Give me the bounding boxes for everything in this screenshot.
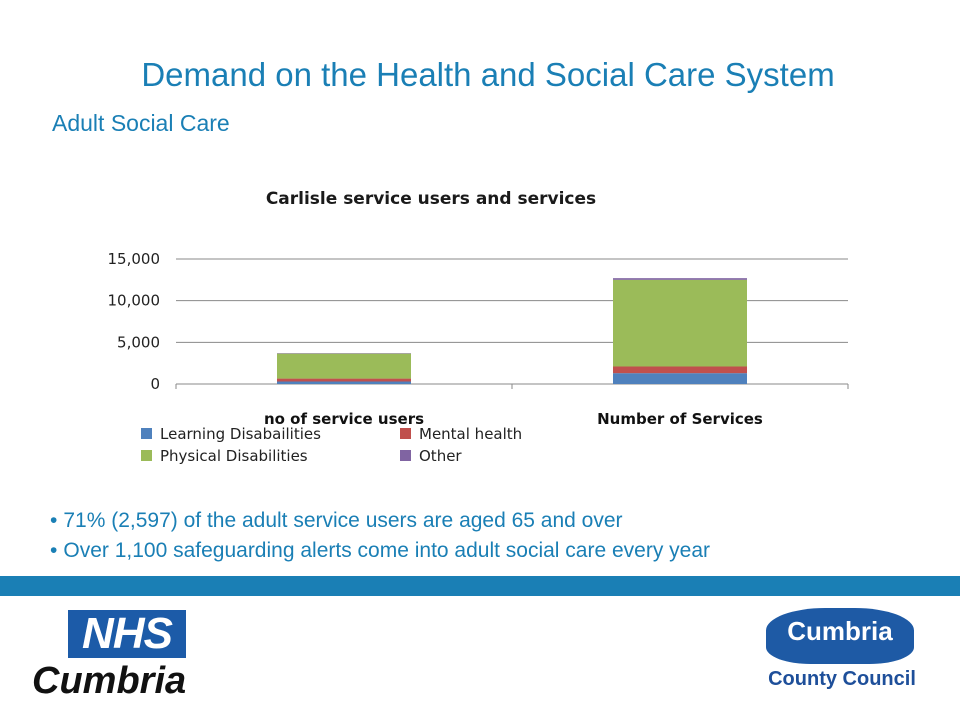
- x-axis-categories: no of service users Number of Services: [264, 410, 763, 428]
- chart-bars: [277, 278, 747, 384]
- chart-title: Carlisle service users and services: [266, 189, 596, 209]
- legend-label: Physical Disabilities: [160, 447, 308, 465]
- y-tick-label: 5,000: [117, 333, 160, 351]
- chart-gridlines: [175, 258, 849, 389]
- slide-subtitle: Adult Social Care: [52, 110, 230, 136]
- stacked-bar-chart: Carlisle service users and services 0 5,0…: [108, 189, 849, 465]
- legend-swatch: [141, 450, 152, 461]
- y-tick-label: 10,000: [108, 292, 161, 310]
- bullet-item: 71% (2,597) of the adult service users a…: [50, 506, 710, 536]
- y-tick-label: 15,000: [108, 250, 161, 268]
- council-emblem-icon: [766, 608, 914, 664]
- legend-label: Mental health: [419, 425, 522, 443]
- council-name: Cumbria: [787, 616, 893, 646]
- county-council-logo: Cumbria County Council: [752, 604, 932, 708]
- council-subtitle: County Council: [768, 668, 916, 690]
- bullet-list: 71% (2,597) of the adult service users a…: [50, 506, 710, 566]
- legend-swatch: [400, 450, 411, 461]
- bar-segment: [277, 378, 411, 382]
- legend-label: Learning Disabailities: [160, 425, 321, 443]
- bar-segment: [613, 278, 747, 280]
- bar-segment: [613, 366, 747, 374]
- bar-segment: [613, 279, 747, 367]
- bar-segment: [277, 353, 411, 379]
- legend-swatch: [141, 428, 152, 439]
- y-axis-ticks: 0 5,000 10,000 15,000: [108, 250, 161, 393]
- slide-title: Demand on the Health and Social Care Sys…: [141, 56, 835, 93]
- nhs-logo: NHS: [68, 610, 186, 658]
- footer-band: [0, 576, 960, 596]
- legend-label: Other: [419, 447, 462, 465]
- x-category-label: Number of Services: [597, 410, 763, 428]
- nhs-region-label: Cumbria: [32, 660, 187, 702]
- legend-swatch: [400, 428, 411, 439]
- y-tick-label: 0: [150, 375, 160, 393]
- chart-legend: Learning Disabailities Mental health Physi…: [141, 425, 522, 465]
- x-category-label: no of service users: [264, 410, 424, 428]
- bullet-item: Over 1,100 safeguarding alerts come into…: [50, 536, 710, 566]
- bar-segment: [613, 373, 747, 384]
- bar-segment: [277, 381, 411, 384]
